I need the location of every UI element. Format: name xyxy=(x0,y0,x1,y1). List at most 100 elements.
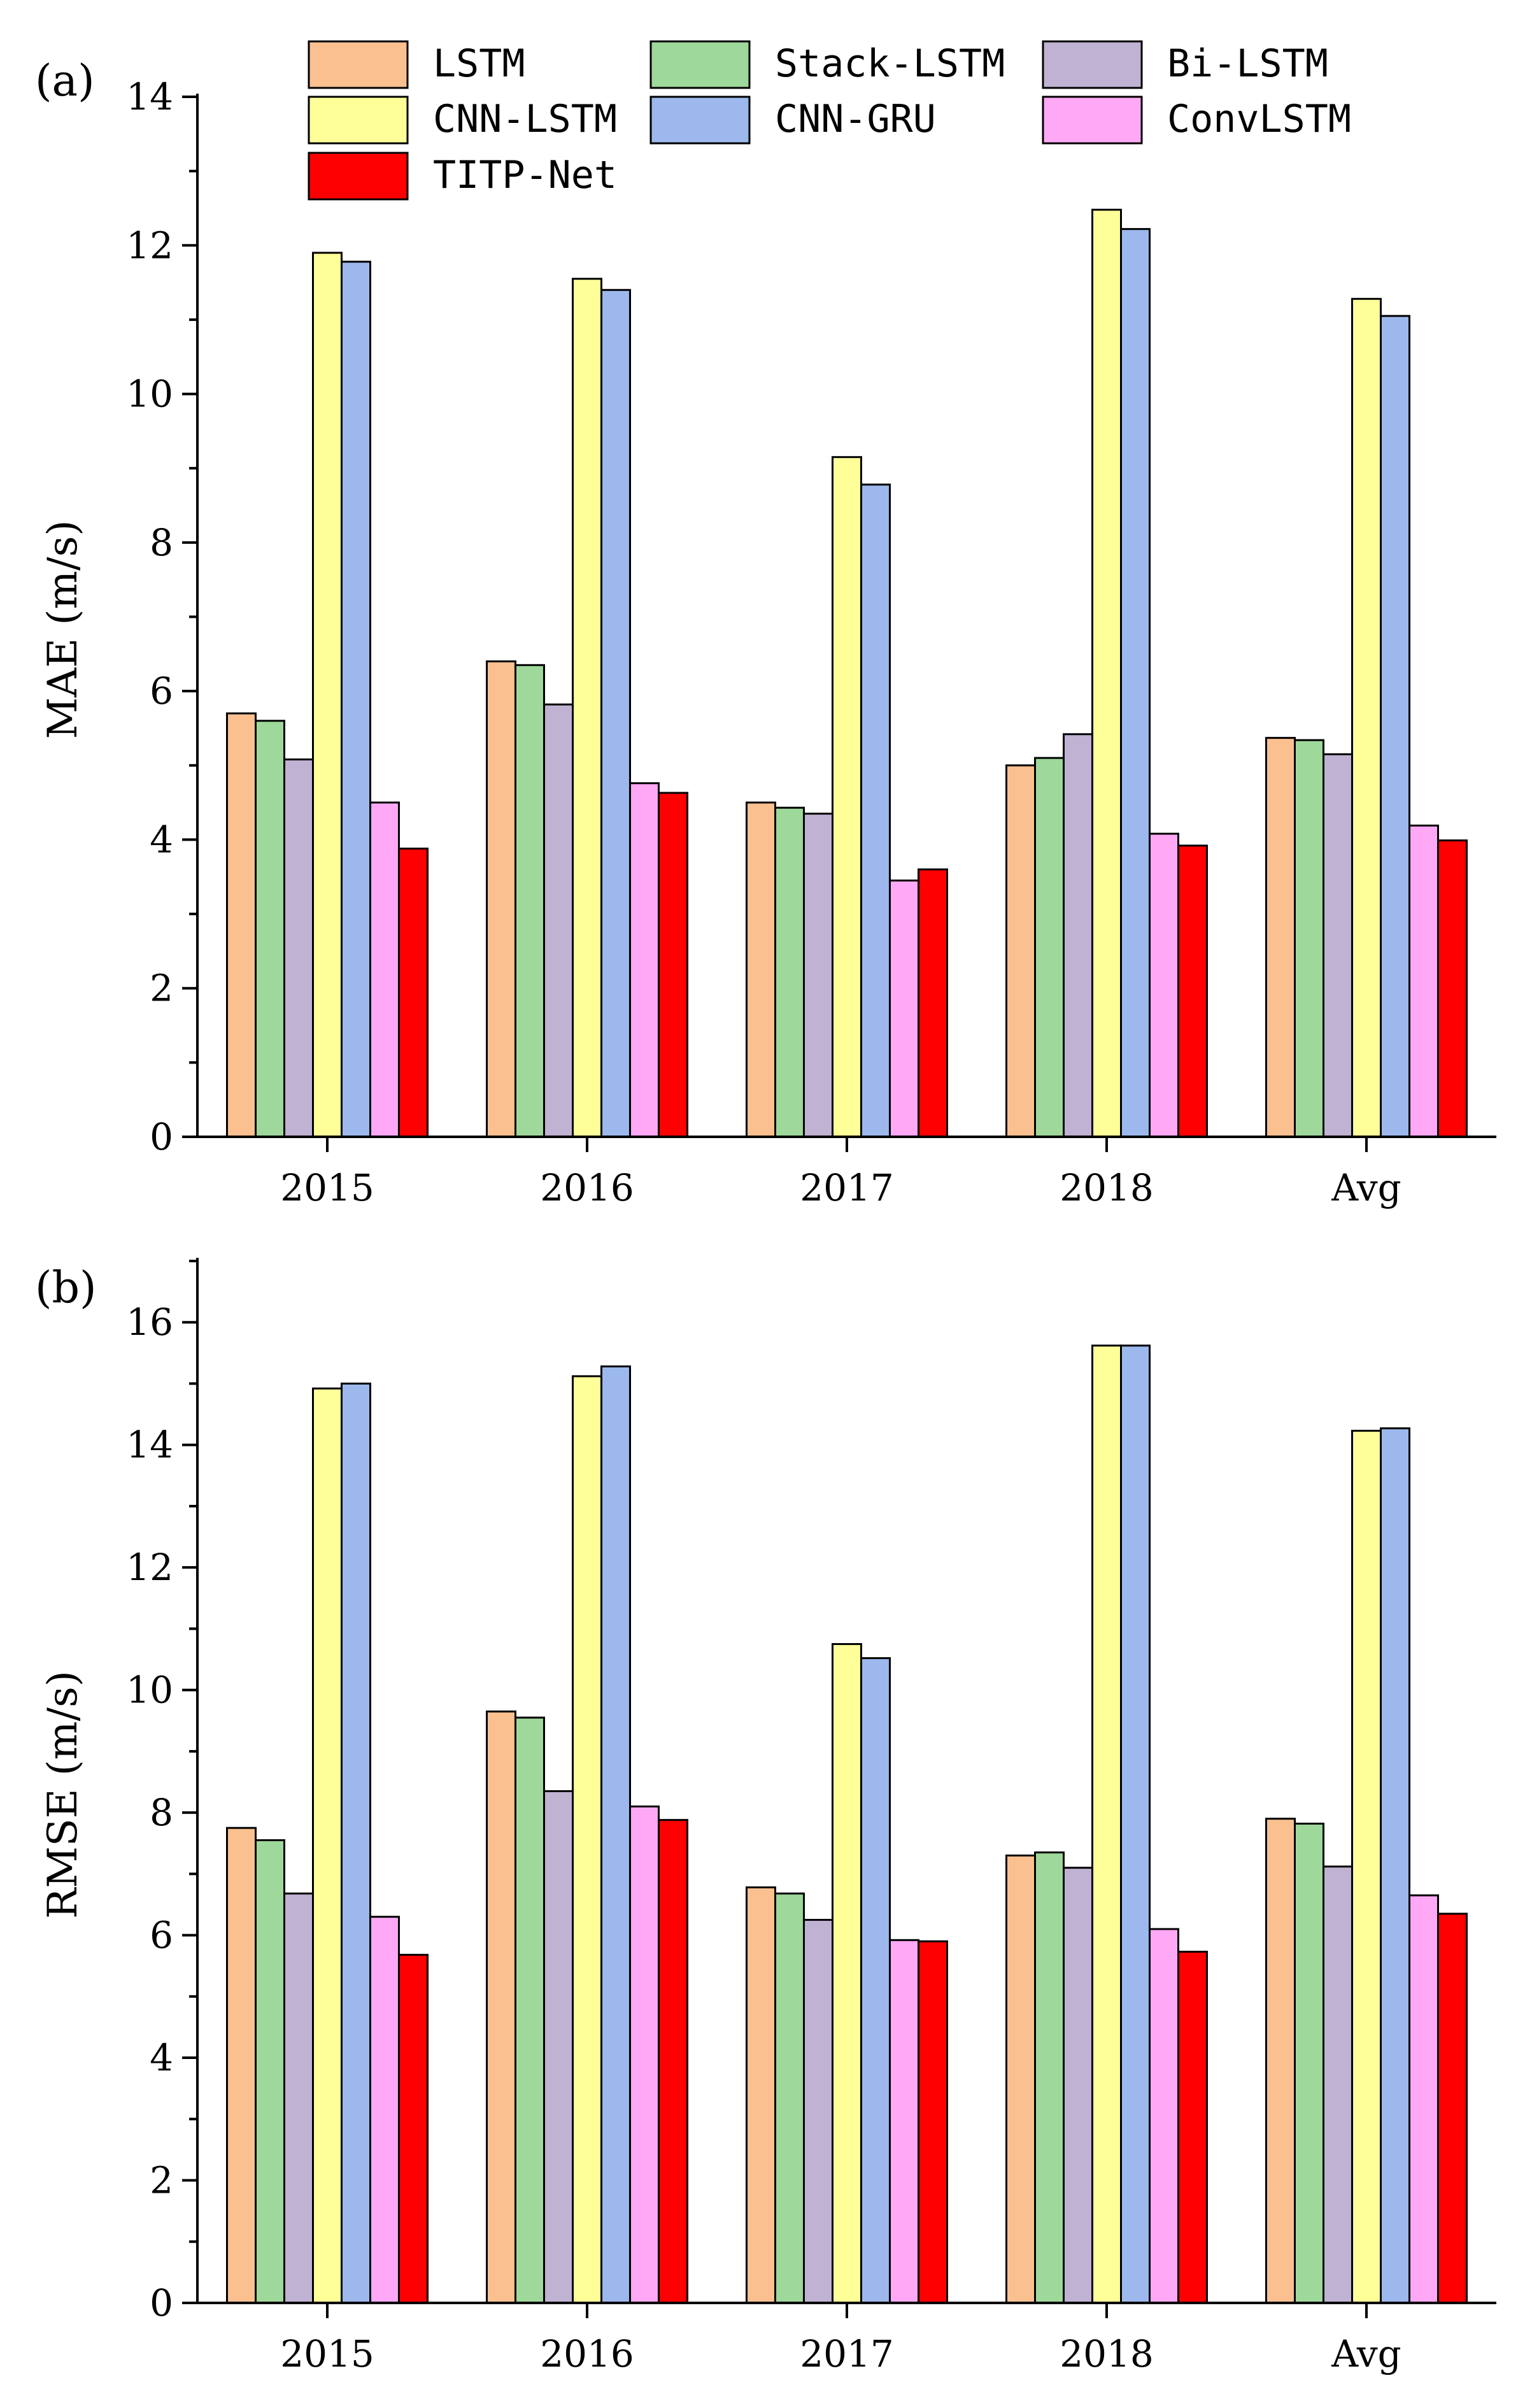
bar-convlstm-2018 xyxy=(1149,1928,1179,2304)
bar-cnn-lstm-2015 xyxy=(312,252,343,1138)
legend-label: Bi-LSTM xyxy=(1167,41,1328,86)
bar-stack-lstm-avg xyxy=(1294,739,1324,1138)
bar-convlstm-2016 xyxy=(629,1805,660,2304)
bar-stack-lstm-2017 xyxy=(774,806,805,1138)
bar-stack-lstm-2018 xyxy=(1034,1851,1065,2304)
bar-bi-lstm-2018 xyxy=(1063,1867,1093,2304)
bar-cnn-lstm-avg xyxy=(1351,297,1382,1138)
legend-item-lstm: LSTM xyxy=(308,40,525,89)
bar-cnn-gru-2018 xyxy=(1120,228,1151,1138)
bar-convlstm-2016 xyxy=(629,782,660,1138)
bar-cnn-gru-2015 xyxy=(341,260,371,1138)
y-tick-label: 2 xyxy=(150,2159,173,2202)
bar-cnn-gru-2015 xyxy=(341,1382,371,2304)
bar-cnn-gru-2017 xyxy=(860,1657,891,2304)
bar-titp-net-2015 xyxy=(398,1953,429,2304)
legend-label: CNN-LSTM xyxy=(433,97,617,141)
bar-convlstm-2015 xyxy=(369,1916,400,2304)
legend-item-stack-lstm: Stack-LSTM xyxy=(649,40,1005,89)
bar-lstm-avg xyxy=(1265,1818,1296,2304)
x-tick-label: 2015 xyxy=(280,1166,374,1209)
bar-convlstm-2018 xyxy=(1149,832,1179,1138)
bar-stack-lstm-avg xyxy=(1294,1822,1324,2304)
y-tick-label: 12 xyxy=(126,224,173,267)
y-tick-label: 4 xyxy=(150,2036,173,2079)
y-tick-label: 4 xyxy=(150,818,173,861)
x-tick-label: 2017 xyxy=(800,2332,894,2376)
bar-lstm-2015 xyxy=(226,1827,257,2304)
y-tick-label: 14 xyxy=(126,75,173,118)
bar-titp-net-avg xyxy=(1437,1913,1468,2304)
bar-stack-lstm-2016 xyxy=(514,664,545,1138)
x-tick-label: 2017 xyxy=(800,1166,894,1209)
bar-convlstm-2015 xyxy=(369,801,400,1138)
bar-cnn-gru-2016 xyxy=(600,1365,631,2304)
bar-stack-lstm-2015 xyxy=(255,1839,285,2304)
legend-swatch xyxy=(1042,96,1143,145)
bar-cnn-gru-avg xyxy=(1380,1427,1410,2304)
bar-bi-lstm-2015 xyxy=(283,758,314,1138)
bar-titp-net-2018 xyxy=(1177,1951,1208,2304)
legend-swatch xyxy=(308,96,409,145)
legend-swatch xyxy=(1042,40,1143,89)
bar-cnn-lstm-2016 xyxy=(572,278,602,1138)
bar-cnn-lstm-2017 xyxy=(832,456,862,1138)
bar-lstm-2018 xyxy=(1005,1854,1036,2304)
panel-label: (b) xyxy=(35,1263,97,1313)
legend-swatch xyxy=(649,96,751,145)
bar-cnn-gru-2016 xyxy=(600,289,631,1138)
x-tick-label: 2018 xyxy=(1060,2332,1154,2376)
x-tick-label: 2016 xyxy=(540,1166,634,1209)
x-tick-label: 2016 xyxy=(540,2332,634,2376)
bar-cnn-lstm-2018 xyxy=(1091,1344,1122,2304)
bar-lstm-2017 xyxy=(746,801,776,1138)
bar-cnn-lstm-2018 xyxy=(1091,208,1122,1138)
bar-cnn-lstm-2015 xyxy=(312,1387,343,2304)
bar-stack-lstm-2018 xyxy=(1034,757,1065,1138)
bar-stack-lstm-2015 xyxy=(255,720,285,1138)
legend-item-convlstm: ConvLSTM xyxy=(1042,96,1351,145)
y-tick-label: 6 xyxy=(150,669,173,713)
y-tick-label: 10 xyxy=(126,373,173,416)
bar-bi-lstm-avg xyxy=(1323,1865,1353,2304)
x-tick-label: 2018 xyxy=(1060,1166,1154,1209)
legend-label: LSTM xyxy=(433,41,525,86)
bar-lstm-avg xyxy=(1265,737,1296,1138)
y-tick-label: 0 xyxy=(150,2281,173,2325)
y-tick-label: 8 xyxy=(150,521,173,564)
y-tick-label: 2 xyxy=(150,967,173,1010)
bar-convlstm-avg xyxy=(1408,824,1439,1138)
bar-convlstm-2017 xyxy=(889,880,919,1138)
y-tick-label: 10 xyxy=(126,1669,173,1712)
bar-bi-lstm-2016 xyxy=(543,1790,574,2304)
legend-item-cnn-lstm: CNN-LSTM xyxy=(308,96,617,145)
legend-swatch xyxy=(308,40,409,89)
x-tick-label: Avg xyxy=(1331,1166,1401,1209)
bar-lstm-2017 xyxy=(746,1886,776,2304)
bar-titp-net-2016 xyxy=(658,1819,688,2304)
y-tick-label: 12 xyxy=(126,1546,173,1589)
legend-item-bi-lstm: Bi-LSTM xyxy=(1042,40,1328,89)
bar-stack-lstm-2017 xyxy=(774,1892,805,2304)
y-tick-label: 8 xyxy=(150,1791,173,1834)
legend-item-cnn-gru: CNN-GRU xyxy=(649,96,936,145)
bar-convlstm-avg xyxy=(1408,1894,1439,2304)
legend-label: ConvLSTM xyxy=(1167,97,1351,141)
bar-titp-net-2017 xyxy=(918,868,948,1138)
y-tick-label: 14 xyxy=(126,1423,173,1467)
y-tick-label: 6 xyxy=(150,1914,173,1957)
bar-bi-lstm-2017 xyxy=(803,813,833,1138)
y-axis-title: MAE (m/s) xyxy=(39,520,87,739)
bar-convlstm-2017 xyxy=(889,1939,919,2304)
chart-panel-1: 0 2 4 6 8 10 12 14 2015 2016 2017 2018 Avg MAE (m/s) (… xyxy=(35,56,1496,1209)
bar-cnn-gru-2017 xyxy=(860,483,891,1138)
bar-cnn-lstm-2016 xyxy=(572,1375,602,2304)
legend-label: TITP-Net xyxy=(433,153,617,197)
panel-label: (a) xyxy=(35,56,95,106)
legend-item-titp-net: TITP-Net xyxy=(308,152,617,201)
bar-bi-lstm-2018 xyxy=(1063,733,1093,1138)
chart-panel-2: 0 2 4 6 8 10 12 14 16 2015 2016 2017 2018 Avg RMSE (m/… xyxy=(35,1258,1496,2376)
y-tick-label: 16 xyxy=(126,1300,173,1344)
legend: LSTM Stack-LSTM Bi-LSTM CNN-LSTM CNN-GRU Conv… xyxy=(308,40,1351,201)
